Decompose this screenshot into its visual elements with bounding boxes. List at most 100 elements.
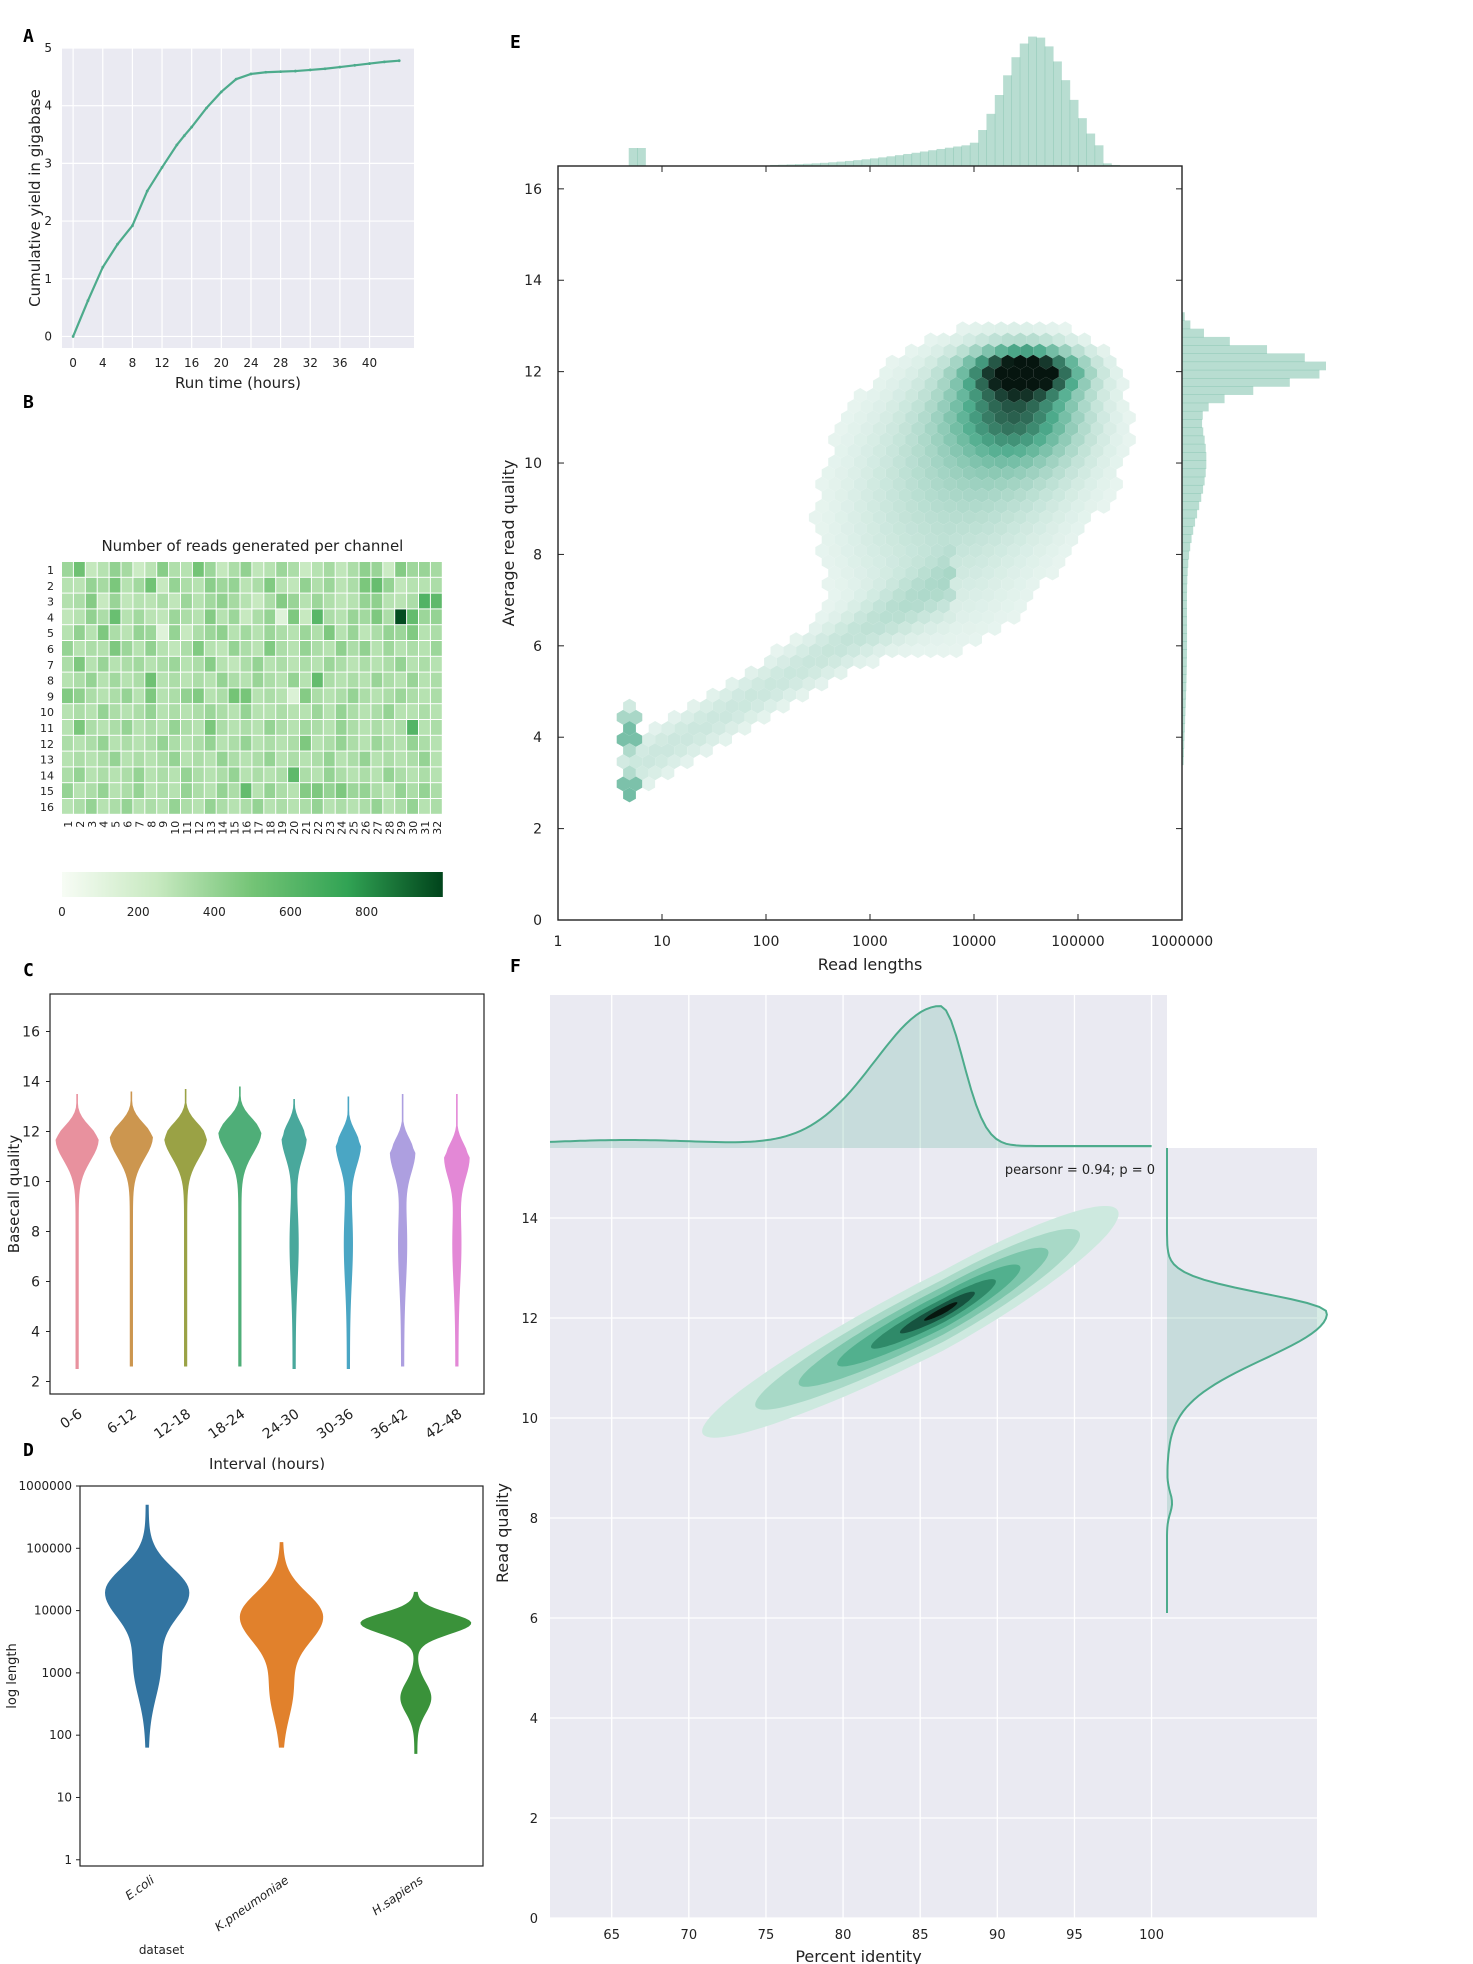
- heatmap-cell: [228, 656, 240, 672]
- col-label: 26: [360, 821, 373, 835]
- hexbin-cell: [879, 610, 893, 625]
- hexbin-cell: [1052, 465, 1066, 481]
- hexbin-cell: [924, 376, 938, 392]
- heatmap-cell: [383, 735, 395, 751]
- heatmap-cell: [430, 609, 442, 625]
- col-label: 13: [205, 821, 218, 835]
- heatmap-cell: [264, 735, 276, 751]
- yield-point: [190, 125, 194, 129]
- heatmap-cell: [73, 783, 85, 798]
- hexbin-cell: [725, 721, 739, 736]
- hexbin-cell: [988, 554, 1002, 570]
- heatmap-cell: [157, 751, 169, 767]
- heatmap-cell: [335, 767, 347, 783]
- heatmap-cell: [407, 767, 418, 783]
- yield-point: [294, 69, 297, 73]
- heatmap-cell: [216, 656, 228, 672]
- heatmap-cell: [157, 735, 169, 751]
- hexbin-cell: [623, 721, 636, 736]
- heatmap-cell: [419, 625, 430, 640]
- hexbin-cell: [982, 343, 995, 359]
- heatmap-cell: [121, 735, 133, 751]
- hexbin-cell: [994, 410, 1008, 425]
- heatmap-cell: [192, 735, 204, 751]
- hexbin-cell: [616, 709, 630, 725]
- heatmap-cell: [347, 735, 359, 751]
- heatmap-cell: [276, 656, 288, 672]
- heatmap-cell: [240, 577, 252, 593]
- hexbin-cell: [1001, 487, 1014, 503]
- heatmap-cell: [133, 735, 145, 751]
- hexbin-cell: [1046, 388, 1059, 403]
- hexbin-cell: [1026, 354, 1040, 370]
- hexbin-cell: [1007, 565, 1021, 581]
- panel-letter-c: C: [23, 960, 34, 981]
- heatmap-cell: [181, 656, 192, 672]
- hexbin-cell: [1052, 532, 1066, 548]
- heatmap-cell: [204, 609, 216, 625]
- hexbin-cell: [828, 432, 841, 448]
- heatmap-cell: [145, 720, 157, 735]
- hexbin-cell: [1065, 487, 1079, 503]
- heatmap-cell: [419, 641, 430, 656]
- hexbin-cell: [1014, 554, 1027, 570]
- heatmap-cell: [73, 609, 85, 625]
- y-tick-label: 16: [524, 182, 542, 198]
- hexbin-cell: [879, 410, 893, 425]
- heatmap-cell: [419, 751, 430, 767]
- heatmap-cell: [62, 562, 73, 577]
- top-hist-bar: [1044, 46, 1054, 166]
- y-tick-label: 2: [31, 1375, 40, 1391]
- hexbin-cell: [1020, 454, 1034, 470]
- hexbin-cell: [898, 443, 912, 459]
- hexbin-cell: [911, 643, 925, 659]
- hexbin-cell: [815, 654, 829, 670]
- hexbin-cell: [828, 654, 841, 670]
- heatmap-cell: [335, 609, 347, 625]
- hexbin-cell: [667, 709, 681, 725]
- hexbin-cell: [975, 421, 989, 437]
- hexbin-cell: [1001, 443, 1014, 459]
- heatmap-cell: [300, 720, 311, 735]
- top-hist-bar: [894, 155, 904, 166]
- hexbin-cell: [898, 354, 912, 370]
- heatmap-cell: [228, 609, 240, 625]
- col-label: 22: [312, 821, 325, 835]
- hexbin-cell: [802, 632, 816, 647]
- heatmap-cell: [85, 783, 97, 798]
- hexbin-cell: [815, 521, 829, 536]
- heatmap-cell: [85, 735, 97, 751]
- heatmap-cell: [169, 562, 180, 577]
- hexbin-cell: [905, 365, 918, 381]
- heatmap-cell: [311, 720, 323, 735]
- heatmap-cell: [181, 688, 192, 704]
- y-tick-label: 1000000: [19, 1479, 72, 1493]
- hexbin-cell: [917, 565, 931, 581]
- heatmap-cell: [347, 720, 359, 735]
- heatmap-cell: [335, 688, 347, 704]
- heatmap-cell: [181, 577, 192, 593]
- heatmap-cell: [335, 799, 347, 814]
- hexbin-cell: [930, 365, 944, 381]
- heatmap-cell: [300, 656, 311, 672]
- col-label: 3: [86, 821, 99, 828]
- hexbin-cell: [962, 621, 976, 636]
- heatmap-cell: [359, 704, 371, 719]
- top-hist-bar: [1036, 37, 1046, 167]
- hexbin-cell: [1007, 432, 1021, 448]
- hexbin-cell: [1001, 554, 1014, 570]
- x-tick-label: 80: [835, 1928, 852, 1943]
- hexbin-cell: [911, 465, 925, 481]
- hexbin-cell: [969, 632, 982, 647]
- hexbin-cell: [924, 510, 938, 525]
- y-tick-label: 8: [533, 547, 542, 563]
- x-tick-label: 1: [554, 934, 563, 950]
- panel-letter-a: A: [23, 26, 34, 47]
- hexbin-cell: [1046, 432, 1059, 448]
- top-hist-bar: [1061, 80, 1071, 166]
- hexbin-cell: [834, 621, 848, 636]
- heatmap-cell: [73, 672, 85, 688]
- heatmap-cell: [407, 593, 418, 609]
- heatmap-cell: [395, 751, 407, 767]
- hexbin-cell: [789, 632, 803, 647]
